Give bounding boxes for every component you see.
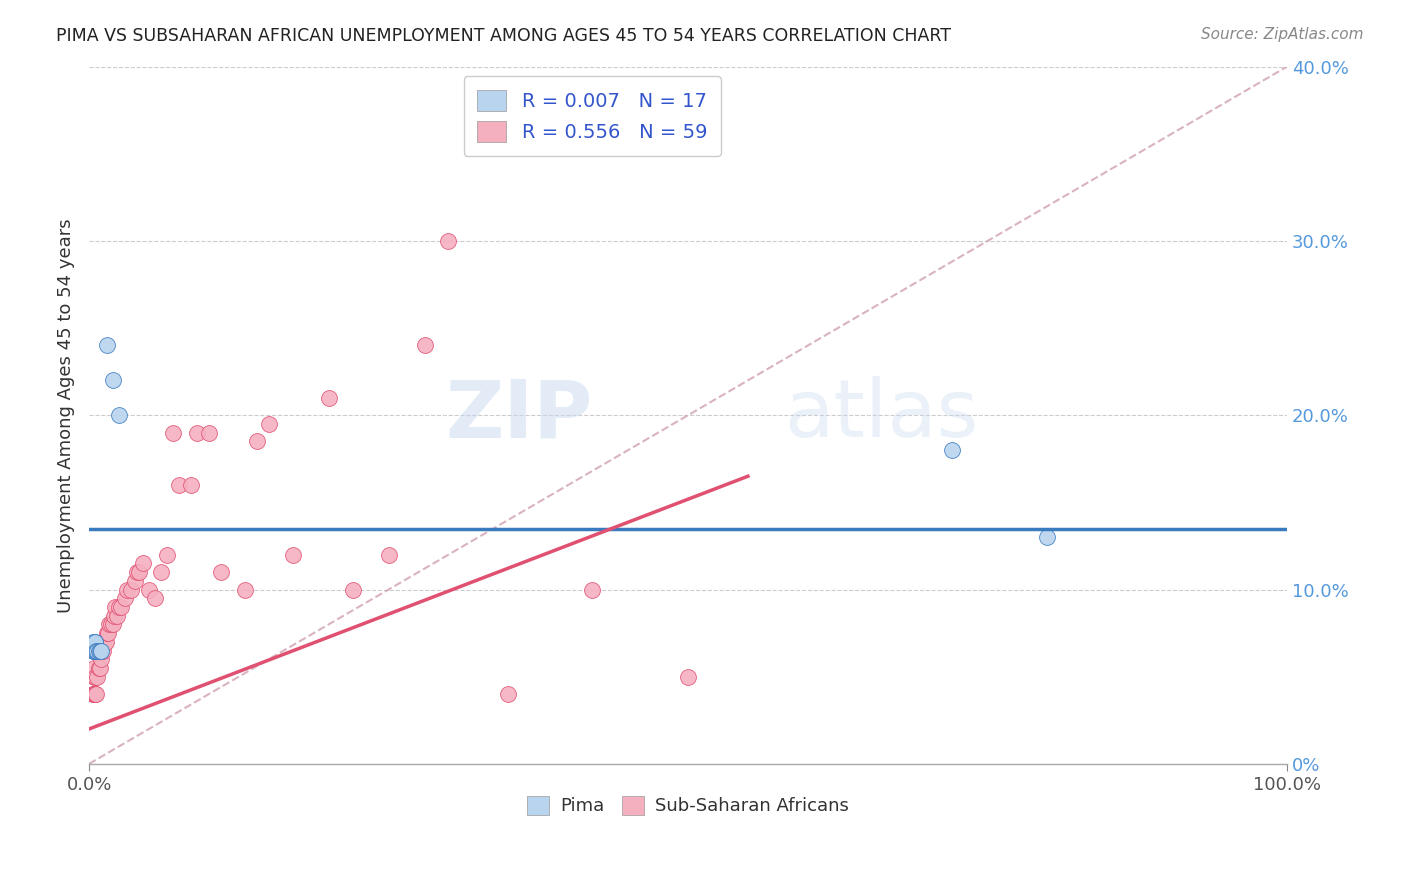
- Point: [209, 565, 232, 579]
- Point: [90, 652, 112, 666]
- Point: [110, 599, 132, 614]
- Point: [120, 582, 142, 597]
- Point: [180, 478, 202, 492]
- Point: [186, 425, 208, 440]
- Point: [533, 129, 555, 144]
- Point: [93, 643, 115, 657]
- Point: [233, 582, 256, 597]
- Point: [413, 338, 436, 352]
- Point: [86, 643, 108, 657]
- Point: [377, 548, 399, 562]
- Point: [84, 687, 107, 701]
- Point: [103, 608, 125, 623]
- Point: [149, 565, 172, 579]
- Point: [84, 635, 107, 649]
- Point: [281, 548, 304, 562]
- Point: [100, 617, 122, 632]
- Point: [97, 626, 120, 640]
- Text: atlas: atlas: [785, 376, 979, 454]
- Point: [83, 643, 105, 657]
- Point: [138, 582, 160, 597]
- Point: [83, 687, 105, 701]
- Point: [128, 565, 150, 579]
- Text: ZIP: ZIP: [444, 376, 592, 454]
- Point: [132, 557, 155, 571]
- Legend: Pima, Sub-Saharan Africans: Pima, Sub-Saharan Africans: [519, 787, 858, 824]
- Point: [89, 661, 111, 675]
- Point: [82, 635, 104, 649]
- Point: [581, 582, 603, 597]
- Point: [104, 599, 127, 614]
- Point: [318, 391, 340, 405]
- Point: [83, 643, 105, 657]
- Point: [87, 661, 110, 675]
- Point: [86, 670, 108, 684]
- Point: [84, 687, 107, 701]
- Point: [87, 643, 110, 657]
- Point: [156, 548, 179, 562]
- Point: [143, 591, 166, 606]
- Point: [90, 643, 112, 657]
- Point: [167, 478, 190, 492]
- Point: [114, 591, 136, 606]
- Point: [498, 687, 520, 701]
- Point: [941, 443, 963, 458]
- Point: [90, 643, 112, 657]
- Point: [342, 582, 364, 597]
- Point: [93, 635, 115, 649]
- Point: [108, 599, 131, 614]
- Point: [125, 565, 148, 579]
- Point: [84, 643, 107, 657]
- Point: [246, 434, 269, 449]
- Y-axis label: Unemployment Among Ages 45 to 54 years: Unemployment Among Ages 45 to 54 years: [58, 218, 75, 613]
- Point: [89, 643, 111, 657]
- Point: [84, 635, 107, 649]
- Point: [94, 635, 117, 649]
- Point: [96, 338, 118, 352]
- Point: [101, 373, 124, 387]
- Point: [91, 643, 114, 657]
- Point: [105, 608, 128, 623]
- Point: [82, 687, 104, 701]
- Point: [96, 626, 118, 640]
- Point: [1036, 530, 1059, 544]
- Point: [98, 617, 121, 632]
- Point: [83, 661, 105, 675]
- Point: [101, 617, 124, 632]
- Point: [82, 687, 104, 701]
- Point: [124, 574, 146, 588]
- Point: [90, 635, 112, 649]
- Text: PIMA VS SUBSAHARAN AFRICAN UNEMPLOYMENT AMONG AGES 45 TO 54 YEARS CORRELATION CH: PIMA VS SUBSAHARAN AFRICAN UNEMPLOYMENT …: [56, 27, 952, 45]
- Point: [108, 408, 131, 422]
- Point: [84, 643, 107, 657]
- Point: [162, 425, 184, 440]
- Point: [84, 687, 107, 701]
- Point: [82, 643, 104, 657]
- Point: [117, 582, 139, 597]
- Point: [676, 670, 699, 684]
- Text: Source: ZipAtlas.com: Source: ZipAtlas.com: [1201, 27, 1364, 42]
- Point: [83, 670, 105, 684]
- Point: [198, 425, 221, 440]
- Point: [437, 234, 460, 248]
- Point: [84, 670, 107, 684]
- Point: [257, 417, 280, 431]
